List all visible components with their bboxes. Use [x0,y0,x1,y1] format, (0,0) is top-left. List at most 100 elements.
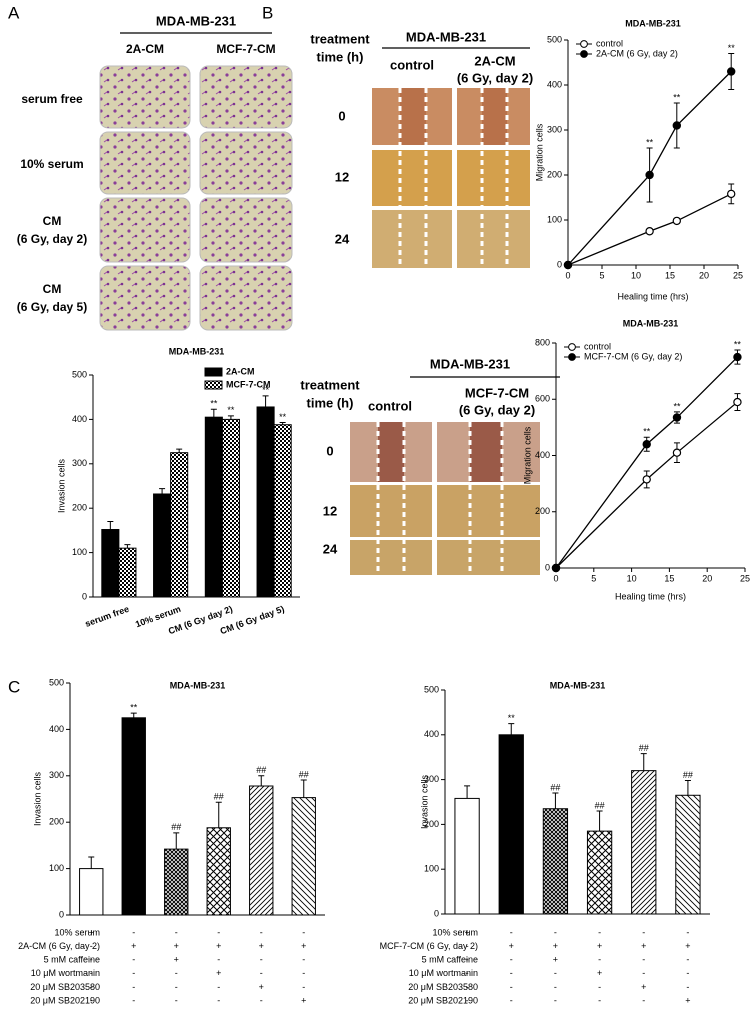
significance: ## [171,822,181,832]
x-tick-label: 0 [565,270,570,280]
condition-mark: + [685,941,690,951]
error-bar [176,448,183,453]
legend-marker [568,353,576,361]
legend-label: MCF-7-CM (6 Gy, day 2) [584,351,682,361]
bar [164,848,189,916]
y-tick-label: 400 [72,414,87,424]
condition-mark: - [598,995,601,1005]
condition-mark: - [132,968,135,978]
point [727,67,736,76]
bar [454,797,480,915]
row-label: 12 [323,503,337,518]
bar [206,827,231,916]
condition-label: 20 μM SB202190 [408,995,478,1005]
x-tick-label: 15 [664,573,674,583]
condition-mark: - [217,927,220,937]
x-tick-label: 5 [599,270,604,280]
error-bar [508,723,515,735]
chart-title: MDA-MB-231 [623,318,679,328]
image-title: MDA-MB-231 [430,356,510,371]
error-bar [552,792,559,809]
error-bar [210,408,217,418]
condition-mark: - [260,955,263,965]
condition-mark: - [175,995,178,1005]
condition-mark: - [132,955,135,965]
error-bar [300,779,307,798]
condition-mark: - [510,927,513,937]
condition-mark: - [510,968,513,978]
condition-mark: + [597,941,602,951]
condition-mark: - [132,995,135,1005]
condition-label: 10 μM wortmanin [409,968,478,978]
x-tick-label: 25 [733,270,743,280]
legend-marker [580,40,588,48]
y-tick-label: 300 [49,770,64,780]
point [645,227,654,236]
bar [249,785,274,916]
row-label: 10% serum [20,157,83,171]
series-line [567,193,732,266]
condition-mark: - [90,995,93,1005]
condition-mark: + [301,941,306,951]
error-bar [159,488,166,494]
bar [79,868,104,916]
row-label: 24 [335,231,350,246]
legend-swatch [204,380,223,390]
row-header: treatment [300,377,360,392]
column-label: 2A-CM [474,53,515,68]
point [733,352,742,362]
row-label: (6 Gy, day 5) [17,300,87,314]
condition-label: 10% serum [432,927,478,937]
bar [586,830,613,915]
point [727,189,736,199]
condition-mark: + [216,968,221,978]
bar [221,418,240,598]
condition-mark: + [89,927,94,937]
x-tick-label: 20 [702,573,712,583]
condition-mark: - [642,995,645,1005]
condition-mark: + [174,941,179,951]
legend-marker [568,343,576,351]
condition-mark: + [553,955,558,965]
y-tick-label: 200 [424,819,439,829]
condition-mark: + [641,941,646,951]
y-tick-label: 200 [72,503,87,513]
condition-mark: + [216,941,221,951]
bar [101,529,120,598]
panel-label: B [262,3,273,22]
series-line [567,71,732,266]
y-tick-label: 0 [82,591,87,601]
error-bar [227,415,234,420]
image-title: MDA-MB-231 [156,13,236,28]
condition-mark: - [686,968,689,978]
x-tick-label: 5 [591,573,596,583]
y-tick-label: 300 [72,458,87,468]
legend-marker [580,50,588,58]
chart-title: MDA-MB-231 [170,680,226,690]
significance: ## [639,743,649,753]
condition-mark: - [686,982,689,992]
condition-mark: - [260,927,263,937]
error-bar [596,810,603,832]
significance: ** [262,385,270,395]
column-label: (6 Gy, day 2) [459,402,535,417]
condition-mark: + [641,982,646,992]
condition-mark: - [510,995,513,1005]
x-axis-label: Healing time (hrs) [617,291,688,301]
condition-mark: - [175,982,178,992]
column-label: MCF-7-CM [216,42,275,56]
condition-mark: - [302,982,305,992]
bar [256,406,275,598]
condition-mark: - [132,927,135,937]
condition-mark: - [90,941,93,951]
condition-mark: - [686,955,689,965]
condition-mark: - [554,995,557,1005]
significance: ** [673,92,681,102]
condition-mark: - [217,955,220,965]
significance: ## [550,782,560,792]
point [642,440,651,449]
x-tick-label: 25 [740,573,750,583]
significance: ** [734,339,742,349]
bar [118,547,137,598]
bar [291,797,316,916]
